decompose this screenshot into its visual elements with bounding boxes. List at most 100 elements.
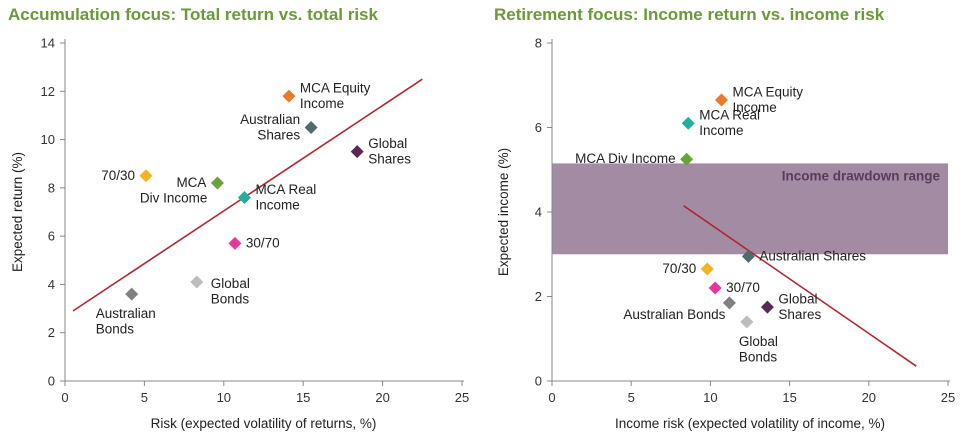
band-label: Income drawdown range [782,168,941,183]
point-label-line: Australian Bonds [623,307,725,322]
point-label-line: Bonds [739,349,778,364]
data-point-marker [228,236,242,250]
point-label-line: Shares [257,127,300,142]
y-tick-label: 14 [41,36,55,51]
point-label-line: Div Income [140,191,208,206]
x-axis-label: Income risk (expected volatility of inco… [615,416,885,431]
data-point-marker [237,191,251,205]
x-tick-label: 5 [141,390,148,405]
point-label-line: Income [732,100,776,115]
y-tick-label: 0 [48,374,55,389]
point-label-line: Bonds [96,322,135,337]
x-tick-label: 20 [862,390,876,405]
point-label-line: Income [255,197,299,212]
data-point-label: 70/30 [101,168,135,183]
income-drawdown-band [552,163,948,255]
y-tick-label: 12 [41,84,55,99]
point-label-line: Global [368,136,407,151]
y-tick-label: 2 [535,289,542,304]
data-point-label: 30/70 [246,235,280,250]
chart-panel-2: Retirement focus: Income return vs. inco… [494,5,955,431]
y-tick-label: 8 [535,36,542,51]
y-tick-label: 6 [48,229,55,244]
chart-title: Accumulation focus: Total return vs. tot… [8,5,379,24]
point-label-line: 70/30 [101,168,135,183]
data-point-marker [304,121,318,134]
point-label-line: MCA Equity [732,84,803,99]
x-tick-label: 10 [703,390,717,405]
point-label-line: MCA Equity [300,80,371,95]
x-tick-label: 5 [628,390,635,405]
point-label-line: Shares [778,307,821,322]
chart-panel-1: Accumulation focus: Total return vs. tot… [8,5,469,431]
data-point-marker [680,152,694,166]
x-axis-label: Risk (expected volatility of returns, %) [151,416,377,431]
data-point-label: Australian Shares [759,248,866,263]
data-point-marker [210,176,224,190]
y-tick-label: 0 [535,374,542,389]
data-point-marker [125,287,139,301]
x-tick-label: 20 [375,390,389,405]
data-point-marker [740,315,754,329]
point-label-line: Bonds [211,292,250,307]
data-point-marker [700,262,714,276]
y-tick-label: 10 [41,132,55,147]
point-label-line: 30/70 [246,235,280,250]
point-label-line: 70/30 [662,261,696,276]
point-label-line: MCA Div Income [575,151,676,166]
point-label-line: Australian [96,306,156,321]
data-point-marker [741,249,755,263]
x-tick-label: 15 [296,390,310,405]
x-tick-label: 25 [941,390,955,405]
point-label-line: 30/70 [726,280,760,295]
point-label-line: MCA Real [699,108,760,123]
trend-line [683,205,917,367]
x-tick-label: 15 [782,390,796,405]
data-point-marker [708,281,722,295]
y-tick-label: 4 [535,205,542,220]
y-tick-label: 6 [535,120,542,135]
point-label-line: Australian [240,112,300,127]
data-point-label: 30/70 [726,280,760,295]
y-axis-label: Expected return (%) [10,152,25,272]
y-tick-label: 8 [48,180,55,195]
data-point-label: MCA Div Income [575,151,676,166]
y-axis-label: Expected income (%) [496,148,511,276]
data-point-marker [722,296,736,310]
point-label-line: Global [739,334,778,349]
point-label-line: Income [300,96,344,111]
data-point-marker [282,89,296,103]
point-label-line: MCA [176,175,206,190]
chart-title: Retirement focus: Income return vs. inco… [494,5,885,24]
x-tick-label: 0 [61,390,68,405]
data-point-marker [190,275,204,289]
point-label-line: Global [211,276,250,291]
point-label-line: Global [778,291,817,306]
x-tick-label: 25 [455,390,469,405]
data-point-marker [681,116,695,130]
data-point-marker [350,145,364,159]
data-point-marker [714,93,728,107]
point-label-line: Australian Shares [759,248,866,263]
y-tick-label: 4 [48,277,55,292]
data-point-marker [139,169,153,183]
data-point-label: Australian Bonds [623,307,725,322]
point-label-line: Income [699,123,743,138]
y-tick-label: 2 [48,325,55,340]
x-tick-label: 0 [548,390,555,405]
x-tick-label: 10 [217,390,231,405]
data-point-marker [760,300,774,314]
